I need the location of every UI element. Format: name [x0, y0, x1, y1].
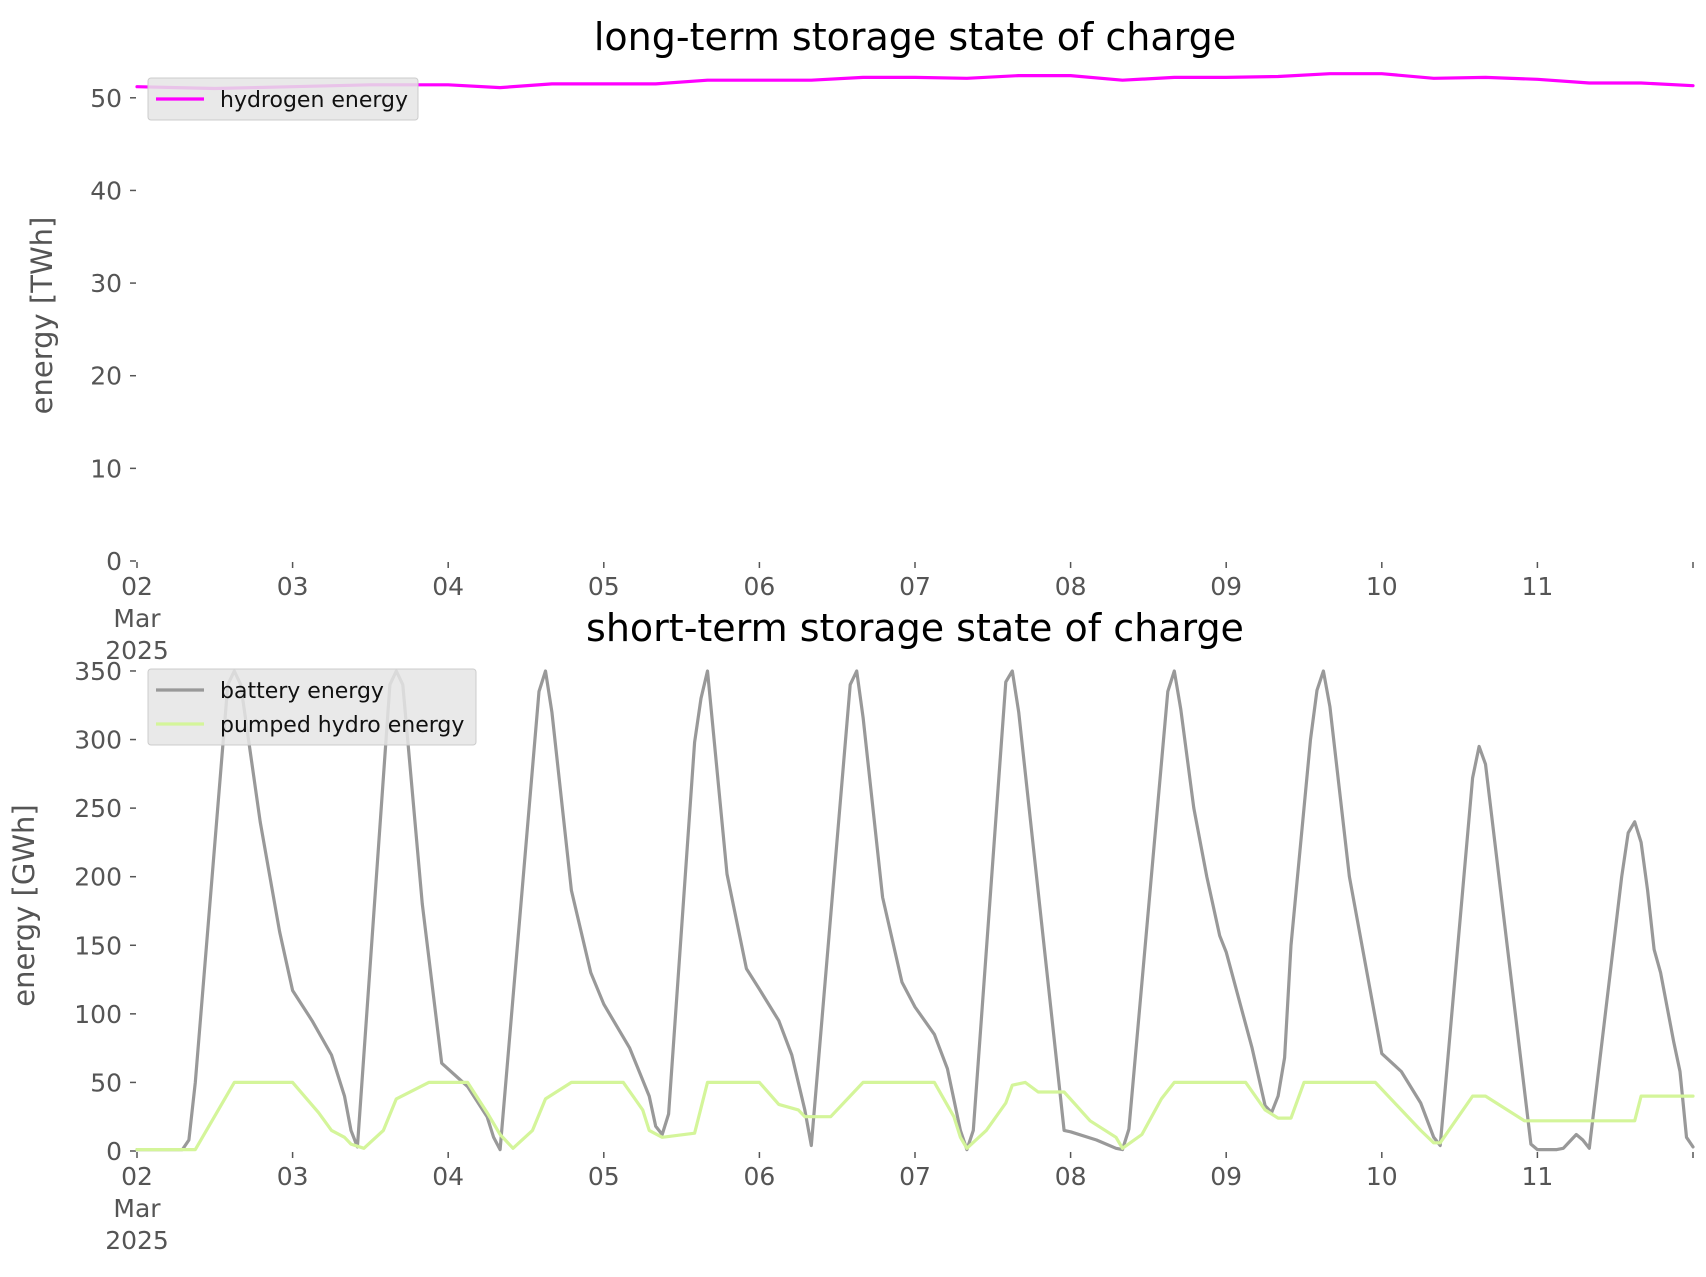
x-tick-label: 04 [432, 572, 464, 601]
legend-label: hydrogen energy [220, 88, 408, 113]
x-tick-label: 03 [277, 1162, 309, 1191]
legend: battery energy pumped hydro energy [147, 668, 477, 746]
y-tick-label: 50 [90, 1068, 122, 1097]
series-line-1 [135, 72, 1695, 91]
x-tick-label: 09 [1210, 1162, 1242, 1191]
x-tick-label: 05 [588, 1162, 620, 1191]
y-tick-label: 100 [74, 1000, 122, 1029]
y-tick-label: 20 [90, 362, 122, 391]
chart-title: short-term storage state of charge [586, 606, 1244, 650]
x-tick-label: 07 [899, 1162, 931, 1191]
legend-label: battery energy [220, 679, 384, 704]
y-tick-label: 0 [106, 547, 122, 576]
y-tick-label: 50 [90, 84, 122, 113]
y-tick-label: 200 [74, 863, 122, 892]
x-tick-label: 11 [1521, 1162, 1553, 1191]
x-tick-label: 03 [277, 572, 309, 601]
y-tick-label: 40 [90, 176, 122, 205]
y-tick-label: 150 [74, 931, 122, 960]
legend: hydrogen energy [147, 77, 419, 121]
chart-title: long-term storage state of charge [594, 15, 1236, 59]
x-tick-label: 02 Mar 2025 [105, 572, 169, 665]
series-line-2 [135, 1080, 1695, 1152]
x-tick-label: 06 [743, 1162, 775, 1191]
y-tick-label: 300 [74, 726, 122, 755]
y-tick-label: 10 [90, 454, 122, 483]
x-tick-label: 10 [1366, 1162, 1398, 1191]
x-tick-label: 06 [743, 572, 775, 601]
x-tick-label: 07 [899, 572, 931, 601]
legend-box [147, 668, 477, 746]
y-tick-label: 250 [74, 794, 122, 823]
y-axis-label: energy [GWh] [7, 804, 41, 1006]
x-tick-label: 10 [1366, 572, 1398, 601]
y-tick-label: 0 [106, 1137, 122, 1166]
y-axis-label: energy [TWh] [25, 217, 59, 415]
x-tick-label: 08 [1055, 1162, 1087, 1191]
x-tick-label: 08 [1055, 572, 1087, 601]
x-tick-label: 11 [1521, 572, 1553, 601]
legend-box [147, 77, 419, 121]
y-tick-label: 30 [90, 269, 122, 298]
chart-panel-1: long-term storage state of charge energy … [25, 15, 1695, 665]
x-tick-label: 02 Mar 2025 [105, 1162, 169, 1255]
legend-label: pumped hydro energy [220, 713, 464, 738]
x-tick-label: 09 [1210, 572, 1242, 601]
chart-panel-2: short-term storage state of charge energy… [7, 606, 1695, 1255]
x-tick-label: 05 [588, 572, 620, 601]
x-tick-label: 04 [432, 1162, 464, 1191]
y-tick-label: 350 [74, 657, 122, 686]
